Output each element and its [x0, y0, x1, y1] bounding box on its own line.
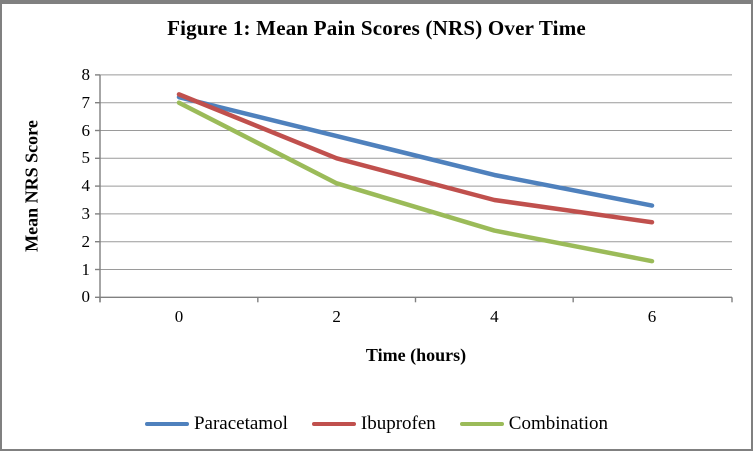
x-tick-label: 6 [647, 307, 657, 326]
paracetamol-line-swatch-icon [144, 422, 189, 426]
y-tick-label: 8 [81, 64, 91, 84]
series-line-paracetamol [176, 94, 655, 208]
legend-item-ibuprofen: Ibuprofen [311, 413, 436, 435]
chart-title: Figure 1: Mean Pain Scores (NRS) Over Ti… [167, 16, 586, 40]
x-tick-label: 2 [332, 307, 341, 326]
x-axis-title: Time (hours) [365, 345, 467, 365]
series-line-combination [176, 100, 655, 264]
y-tick-label: 2 [81, 231, 91, 251]
y-tick-label: 4 [81, 176, 91, 196]
legend: Paracetamol Ibuprofen Combination [2, 408, 751, 440]
y-tick-label: 0 [81, 287, 91, 307]
y-tick-label: 1 [81, 259, 91, 279]
x-tick-label: 4 [490, 307, 499, 326]
series-line-ibuprofen [176, 92, 655, 225]
ibuprofen-line-swatch-icon [311, 422, 356, 426]
legend-label: Ibuprofen [360, 413, 436, 434]
legend-item-combination: Combination [459, 413, 609, 435]
legend-label: Combination [508, 413, 609, 434]
y-axis-title: Mean NRS Score [21, 120, 42, 252]
y-tick-label: 6 [81, 120, 91, 140]
legend-label: Paracetamol [193, 413, 288, 434]
legend-item-paracetamol: Paracetamol [144, 413, 288, 435]
y-tick-label: 5 [81, 148, 91, 168]
y-tick-label: 3 [81, 203, 91, 223]
x-tick-label: 0 [174, 307, 184, 326]
plot-area [95, 74, 733, 303]
combination-line-swatch-icon [459, 422, 504, 426]
y-tick-label: 7 [81, 92, 91, 112]
